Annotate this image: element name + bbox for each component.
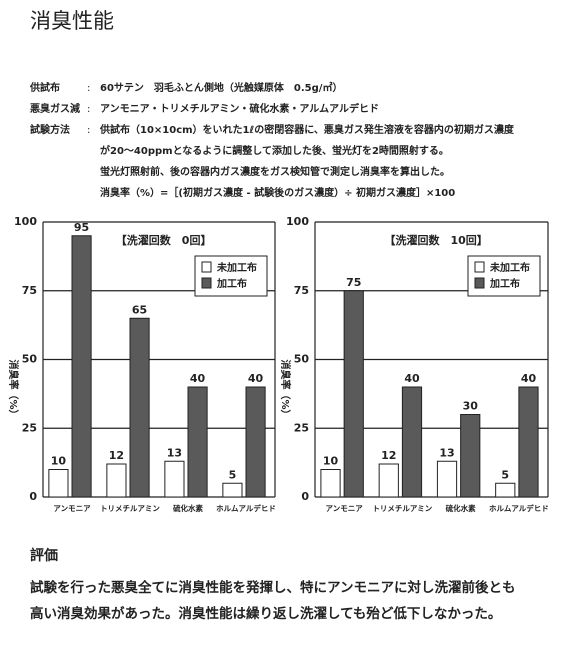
legend-label: 加工布 xyxy=(216,277,247,290)
page-title: 消臭性能 xyxy=(30,9,114,33)
bar xyxy=(187,386,208,498)
separator: : xyxy=(87,83,90,94)
separator: : xyxy=(87,125,90,136)
separator: : xyxy=(87,104,90,115)
x-tick-label: ホルムアルデヒド xyxy=(216,503,276,513)
data-label: 75 xyxy=(346,276,361,289)
legend-box xyxy=(467,255,541,297)
x-tick-label: ホルムアルデヒド xyxy=(489,503,549,513)
row-label: 悪臭ガス減 xyxy=(30,102,80,115)
row-text: が20～40ppmとなるように調整して添加した後、蛍光灯を2時間照射する。 xyxy=(100,144,449,157)
evaluation-text: 高い消臭効果があった。消臭性能は繰り返し洗濯しても殆ど低下しなかった。 xyxy=(30,605,501,622)
bar xyxy=(71,235,92,498)
row-text: アンモニア・トリメチルアミン・硫化水素・アルムアルデヒド xyxy=(100,102,379,115)
legend-label: 未加工布 xyxy=(216,261,257,274)
bar xyxy=(48,469,69,498)
y-tick-label: 75 xyxy=(294,284,309,297)
annotation: 【洗濯回数 0回】 xyxy=(116,233,212,247)
bar xyxy=(378,463,399,498)
bar xyxy=(245,386,266,498)
data-label: 5 xyxy=(501,468,509,481)
data-label: 40 xyxy=(248,372,264,385)
data-label: 12 xyxy=(381,449,396,462)
bar xyxy=(495,482,516,498)
x-tick-label: 硫化水素 xyxy=(446,503,476,513)
row-text: 供試布（10×10cm）をいれた1ℓの密閉容器に、悪臭ガス発生溶液を容器内の初期… xyxy=(99,123,515,136)
legend-swatch xyxy=(474,261,485,273)
bar xyxy=(343,290,364,498)
evaluation-title: 評価 xyxy=(30,547,58,564)
y-tick-label: 25 xyxy=(22,421,37,434)
y-axis-label: 消臭率（%） xyxy=(279,359,292,419)
legend-label: 未加工布 xyxy=(489,261,530,274)
bar xyxy=(106,463,127,498)
row-text: 消臭率（%）=［(初期ガス濃度 - 試験後のガス濃度）÷ 初期ガス濃度］×100 xyxy=(100,186,455,199)
y-tick-label: 0 xyxy=(29,490,37,503)
row-label: 試験方法 xyxy=(30,123,70,136)
x-tick-label: トリメチルアミン xyxy=(372,504,432,513)
data-label: 5 xyxy=(229,468,237,481)
x-tick-label: アンモニア xyxy=(53,504,91,513)
legend-swatch xyxy=(201,277,212,289)
legend-swatch xyxy=(201,261,212,273)
bar xyxy=(401,386,423,498)
bar xyxy=(436,460,458,498)
x-tick-label: トリメチルアミン xyxy=(100,504,160,513)
y-tick-label: 75 xyxy=(22,284,37,297)
annotation: 【洗濯回数 10回】 xyxy=(385,233,488,247)
data-label: 13 xyxy=(439,446,454,459)
data-label: 65 xyxy=(132,303,147,316)
data-label: 40 xyxy=(521,372,537,385)
data-label: 12 xyxy=(109,449,124,462)
bar xyxy=(129,317,150,498)
bar xyxy=(518,386,539,498)
y-tick-label: 50 xyxy=(294,353,310,366)
bar xyxy=(460,414,481,498)
bar xyxy=(222,482,243,498)
y-axis-label: 消臭率（%） xyxy=(7,359,20,419)
legend-swatch xyxy=(474,277,485,289)
data-label: 13 xyxy=(167,446,182,459)
x-tick-label: アンモニア xyxy=(326,504,364,513)
bar xyxy=(164,460,185,498)
y-tick-label: 0 xyxy=(301,490,309,503)
data-label: 40 xyxy=(190,372,206,385)
row-text: 蛍光灯照射前、後の容器内ガス濃度をガス検知管で測定し消臭率を算出した。 xyxy=(100,165,450,178)
legend-label: 加工布 xyxy=(489,277,520,290)
y-tick-label: 50 xyxy=(22,353,38,366)
y-tick-label: 100 xyxy=(286,215,309,228)
data-label: 95 xyxy=(74,221,89,234)
x-tick-label: 硫化水素 xyxy=(173,503,203,513)
data-label: 10 xyxy=(323,455,339,468)
data-label: 10 xyxy=(51,455,67,468)
data-label: 40 xyxy=(404,372,420,385)
y-tick-label: 25 xyxy=(294,421,309,434)
y-tick-label: 100 xyxy=(14,215,37,228)
evaluation-text: 試験を行った悪臭全てに消臭性能を発揮し、特にアンモニアに対し洗濯前後とも xyxy=(30,579,515,596)
legend-box xyxy=(194,255,268,297)
data-label: 30 xyxy=(463,400,479,413)
bar xyxy=(320,469,341,498)
row-label: 供試布 xyxy=(29,81,60,94)
row-text: 60サテン 羽毛ふとん側地（光触媒原体 0.5g/㎡） xyxy=(100,81,342,94)
